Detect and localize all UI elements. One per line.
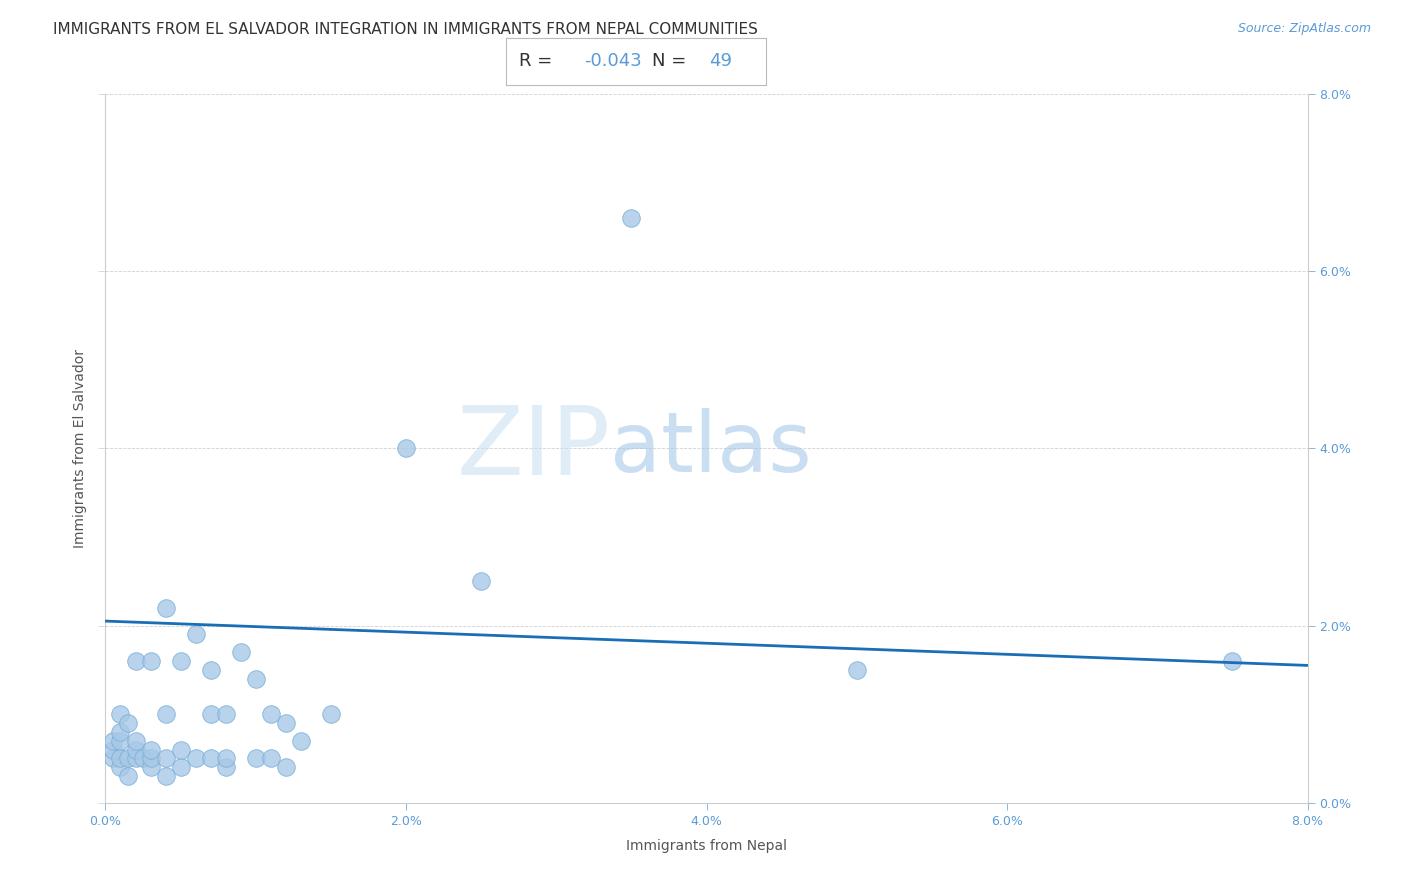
Point: [117, 751, 139, 765]
Point: [110, 760, 132, 774]
Point: [124, 654, 146, 668]
Point: [110, 724, 132, 739]
Point: [200, 751, 222, 765]
Point: [229, 645, 252, 659]
Text: R =: R =: [519, 52, 558, 70]
Point: [290, 733, 312, 747]
Point: [845, 663, 868, 677]
Point: [117, 716, 139, 731]
Y-axis label: Immigrants from El Salvador: Immigrants from El Salvador: [73, 349, 87, 548]
Point: [101, 751, 124, 765]
Point: [101, 733, 124, 747]
Text: atlas: atlas: [610, 408, 813, 489]
Point: [124, 742, 146, 756]
Point: [200, 663, 222, 677]
Point: [132, 751, 155, 765]
Point: [274, 760, 297, 774]
Point: [155, 751, 177, 765]
Point: [200, 707, 222, 722]
Point: [169, 760, 191, 774]
Point: [155, 600, 177, 615]
Text: 49: 49: [709, 52, 733, 70]
Point: [395, 442, 418, 456]
Point: [110, 733, 132, 747]
Point: [274, 716, 297, 731]
Point: [245, 751, 267, 765]
Text: ZIP: ZIP: [457, 401, 610, 495]
X-axis label: Immigrants from Nepal: Immigrants from Nepal: [626, 838, 787, 853]
Point: [117, 769, 139, 783]
Point: [214, 751, 236, 765]
Point: [1222, 654, 1244, 668]
Point: [124, 733, 146, 747]
Point: [139, 760, 162, 774]
Point: [169, 742, 191, 756]
Point: [319, 707, 342, 722]
Point: [620, 211, 643, 225]
Text: IMMIGRANTS FROM EL SALVADOR INTEGRATION IN IMMIGRANTS FROM NEPAL COMMUNITIES: IMMIGRANTS FROM EL SALVADOR INTEGRATION …: [53, 22, 758, 37]
Point: [245, 672, 267, 686]
Text: -0.043: -0.043: [585, 52, 643, 70]
Point: [110, 751, 132, 765]
Text: Source: ZipAtlas.com: Source: ZipAtlas.com: [1237, 22, 1371, 36]
Point: [139, 751, 162, 765]
Point: [214, 760, 236, 774]
Point: [101, 742, 124, 756]
Point: [214, 707, 236, 722]
Point: [184, 751, 207, 765]
Point: [155, 769, 177, 783]
Point: [470, 574, 492, 589]
Point: [139, 742, 162, 756]
Point: [155, 707, 177, 722]
Point: [110, 707, 132, 722]
Point: [184, 627, 207, 641]
Text: N =: N =: [652, 52, 692, 70]
Point: [260, 707, 283, 722]
Point: [139, 654, 162, 668]
Point: [260, 751, 283, 765]
Point: [169, 654, 191, 668]
Point: [124, 751, 146, 765]
